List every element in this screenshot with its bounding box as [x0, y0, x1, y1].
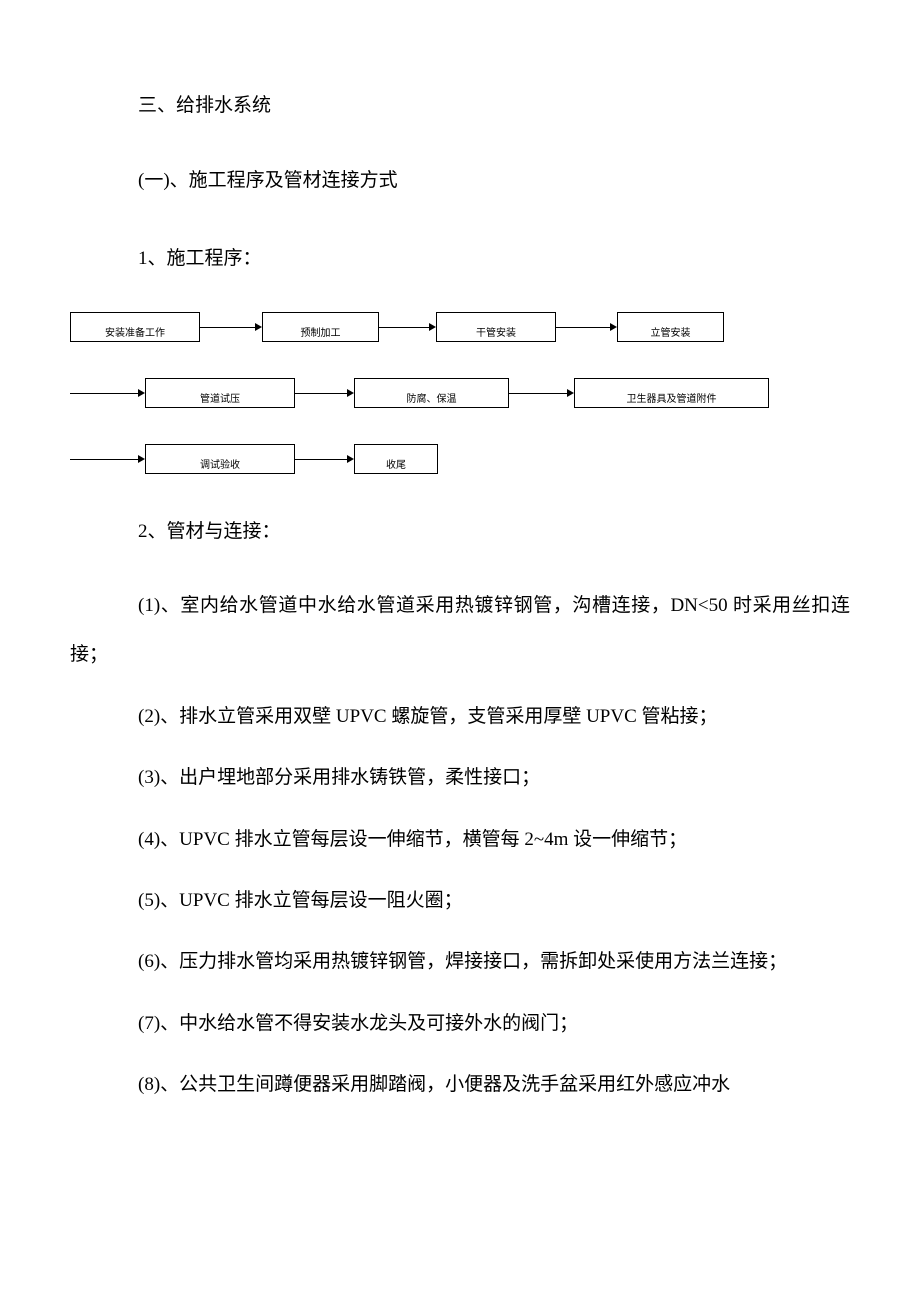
- paragraph-5: (5)、UPVC 排水立管每层设一阻火圈；: [70, 876, 850, 925]
- flow-arrow: [70, 389, 145, 397]
- flow-row-2: 管道试压 防腐、保温 卫生器具及管道附件: [70, 374, 850, 412]
- flowchart: 安装准备工作 预制加工 干管安装 立管安装 管道试压 防腐、保温: [70, 308, 850, 478]
- section-title: 三、给排水系统: [138, 90, 850, 117]
- paragraph-6: (6)、压力排水管均采用热镀锌钢管，焊接接口，需拆卸处采使用方法兰连接；: [70, 937, 850, 986]
- flow-node: 管道试压: [145, 378, 295, 408]
- flow-arrow: [295, 455, 354, 463]
- flow-node: 立管安装: [617, 312, 724, 342]
- flow-node: 干管安装: [436, 312, 556, 342]
- flow-row-1: 安装准备工作 预制加工 干管安装 立管安装: [70, 308, 850, 346]
- flow-node: 调试验收: [145, 444, 295, 474]
- paragraph-4: (4)、UPVC 排水立管每层设一伸缩节，横管每 2~4m 设一伸缩节；: [70, 815, 850, 864]
- flow-node: 安装准备工作: [70, 312, 200, 342]
- item-2-heading: 2、管材与连接：: [138, 513, 850, 551]
- paragraph-2: (2)、排水立管采用双壁 UPVC 螺旋管，支管采用厚壁 UPVC 管粘接；: [70, 692, 850, 741]
- flow-arrow: [379, 323, 436, 331]
- flow-arrow: [556, 323, 617, 331]
- flow-node: 收尾: [354, 444, 438, 474]
- paragraph-3: (3)、出户埋地部分采用排水铸铁管，柔性接口；: [70, 753, 850, 802]
- flow-row-3: 调试验收 收尾: [70, 440, 850, 478]
- item-1-heading: 1、施工程序：: [138, 240, 850, 278]
- paragraph-1: (1)、室内给水管道中水给水管道采用热镀锌钢管，沟槽连接，DN<50 时采用丝扣…: [70, 581, 850, 680]
- flow-node: 预制加工: [262, 312, 379, 342]
- flow-arrow: [70, 455, 145, 463]
- paragraph-7: (7)、中水给水管不得安装水龙头及可接外水的阀门；: [70, 999, 850, 1048]
- flow-arrow: [295, 389, 354, 397]
- paragraph-8: (8)、公共卫生间蹲便器采用脚踏阀，小便器及洗手盆采用红外感应冲水: [70, 1060, 850, 1109]
- flow-arrow: [200, 323, 262, 331]
- flow-arrow: [509, 389, 574, 397]
- subsection-title: (一)、施工程序及管材连接方式: [138, 165, 850, 192]
- flow-node: 防腐、保温: [354, 378, 509, 408]
- flow-node: 卫生器具及管道附件: [574, 378, 769, 408]
